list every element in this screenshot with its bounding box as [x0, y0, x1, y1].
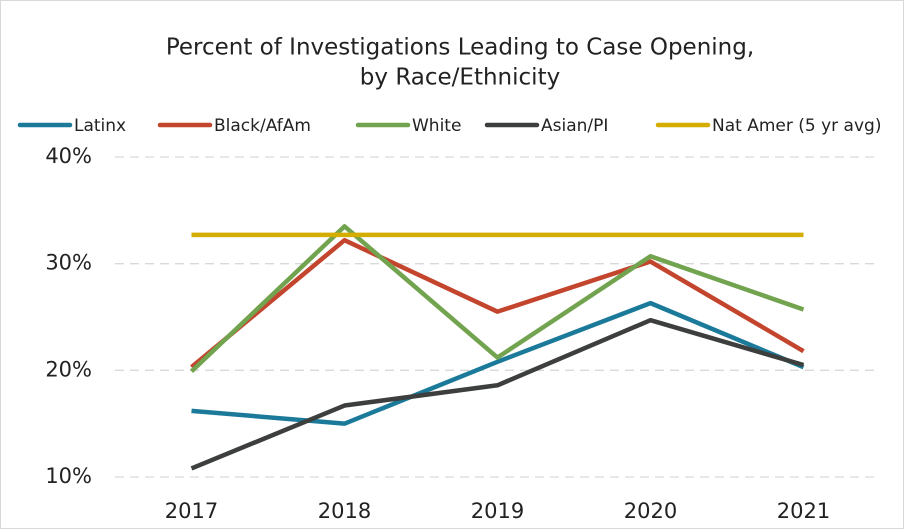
x-tick-label: 2018 — [318, 499, 371, 523]
series-line — [191, 300, 805, 426]
x-tick-label: 2019 — [471, 499, 524, 523]
x-tick-label: 2020 — [624, 499, 677, 523]
legend-label: Nat Amer (5 yr avg) — [712, 116, 881, 136]
legend-label: Black/AfAm — [214, 116, 311, 136]
legend-label: Latinx — [74, 116, 126, 136]
x-tick-label: 2017 — [165, 499, 218, 523]
y-tick-label: 40% — [45, 144, 92, 168]
chart-title: Percent of Investigations Leading to Cas… — [166, 35, 754, 61]
series-line — [189, 224, 805, 374]
y-tick-label: 30% — [45, 251, 92, 275]
series-line — [190, 317, 805, 471]
legend-label: White — [412, 116, 461, 136]
x-tick-label: 2021 — [777, 499, 830, 523]
series-line — [190, 237, 805, 369]
legend-label: Asian/PI — [541, 116, 608, 136]
y-tick-label: 20% — [45, 357, 92, 381]
y-tick-label: 10% — [45, 464, 92, 488]
chart-title: by Race/Ethnicity — [360, 65, 560, 91]
